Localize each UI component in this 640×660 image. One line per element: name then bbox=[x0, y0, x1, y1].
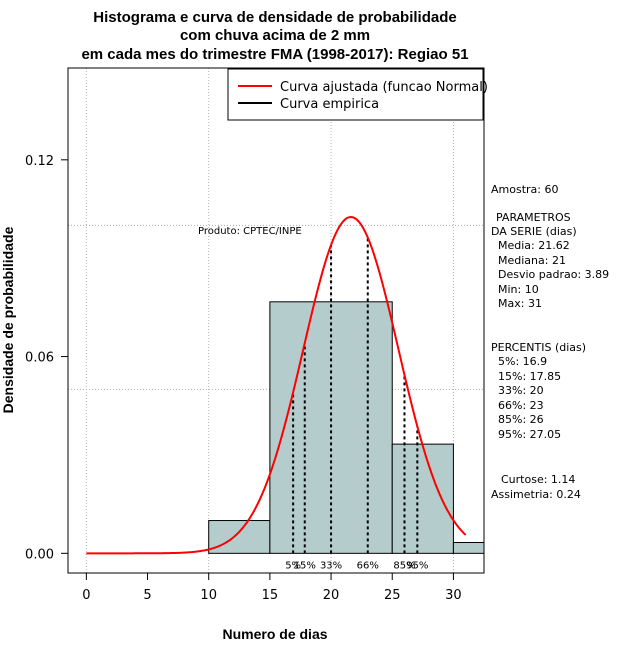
x-tick-label-5: 25 bbox=[384, 588, 401, 603]
x-tick-label-6: 30 bbox=[445, 588, 462, 603]
histogram-bar-3 bbox=[452, 542, 485, 554]
stat-mediana: Mediana: 21 bbox=[498, 254, 566, 267]
curve-layer bbox=[86, 216, 467, 555]
stat-assimetria: Assimetria: 0.24 bbox=[491, 488, 581, 501]
stat-media: Media: 21.62 bbox=[498, 239, 570, 252]
stat-p85: 85%: 26 bbox=[498, 413, 544, 426]
histogram-bar-2 bbox=[391, 443, 454, 554]
percentis-title: PERCENTIS (dias) bbox=[491, 341, 586, 354]
x-tick-label-1: 5 bbox=[143, 588, 151, 603]
legend-box bbox=[227, 68, 484, 121]
percentile-label-0: 5% bbox=[285, 560, 301, 571]
percentile-label-5: 95% bbox=[406, 560, 428, 571]
stat-p66: 66%: 23 bbox=[498, 399, 544, 412]
percentile-layer: 5%15% 33% 66% 85%95% bbox=[285, 237, 428, 571]
stat-p33: 33%: 20 bbox=[498, 384, 544, 397]
normal-fit-curve bbox=[86, 216, 467, 555]
x-tick-label-2: 10 bbox=[200, 588, 217, 603]
stat-p15: 15%: 17.85 bbox=[498, 370, 561, 383]
axes-layer: 0 5 10 15 20 25 30 0.00 0.06 0.12 bbox=[25, 154, 462, 603]
x-tick-label-3: 15 bbox=[262, 588, 279, 603]
chart-title-line-3: em cada mes do trimestre FMA (1998-2017)… bbox=[81, 46, 468, 63]
legend: Curva ajustada (funcao Normal) Curva emp… bbox=[227, 68, 488, 121]
legend-fit-label: Curva ajustada (funcao Normal) bbox=[280, 80, 488, 95]
stat-curtose: Curtose: 1.14 bbox=[501, 473, 575, 486]
percentile-label-2: 33% bbox=[320, 560, 342, 571]
bars-layer bbox=[208, 301, 485, 554]
stat-max: Max: 31 bbox=[498, 297, 542, 310]
params-title-1: PARAMETROS bbox=[496, 211, 571, 224]
histogram-bar-0 bbox=[208, 520, 271, 554]
params-title-2: DA SERIE (dias) bbox=[491, 225, 577, 238]
stat-p5: 5%: 16.9 bbox=[498, 355, 547, 368]
y-tick-label-1: 0.06 bbox=[25, 351, 54, 366]
stat-amostra: Amostra: 60 bbox=[491, 183, 558, 196]
legend-empirical-label: Curva empirica bbox=[280, 97, 379, 112]
watermark-text: Produto: CPTEC/INPE bbox=[198, 226, 302, 237]
percentile-label-1: 15% bbox=[294, 560, 316, 571]
stat-min: Min: 10 bbox=[498, 283, 539, 296]
x-tick-label-0: 0 bbox=[82, 588, 90, 603]
x-tick-label-4: 20 bbox=[323, 588, 340, 603]
stat-desvio: Desvio padrao: 3.89 bbox=[498, 268, 609, 281]
percentile-label-4: 85% bbox=[393, 560, 415, 571]
percentile-label-3: 66% bbox=[357, 560, 379, 571]
y-tick-label-2: 0.12 bbox=[25, 154, 54, 169]
chart-title-line-1: Histograma e curva de densidade de proba… bbox=[93, 9, 456, 26]
plot-frame bbox=[67, 67, 485, 574]
histogram-bar-1 bbox=[269, 301, 393, 554]
chart-title-line-2: com chuva acima de 2 mm bbox=[180, 27, 370, 44]
x-axis-label: Numero de dias bbox=[222, 626, 327, 642]
stat-p95: 95%: 27.05 bbox=[498, 428, 561, 441]
stats-panel: Amostra: 60 PARAMETROS DA SERIE (dias) M… bbox=[491, 183, 609, 501]
y-tick-label-0: 0.00 bbox=[25, 547, 54, 562]
y-axis-label: Densidade de probabilidade bbox=[0, 226, 16, 413]
